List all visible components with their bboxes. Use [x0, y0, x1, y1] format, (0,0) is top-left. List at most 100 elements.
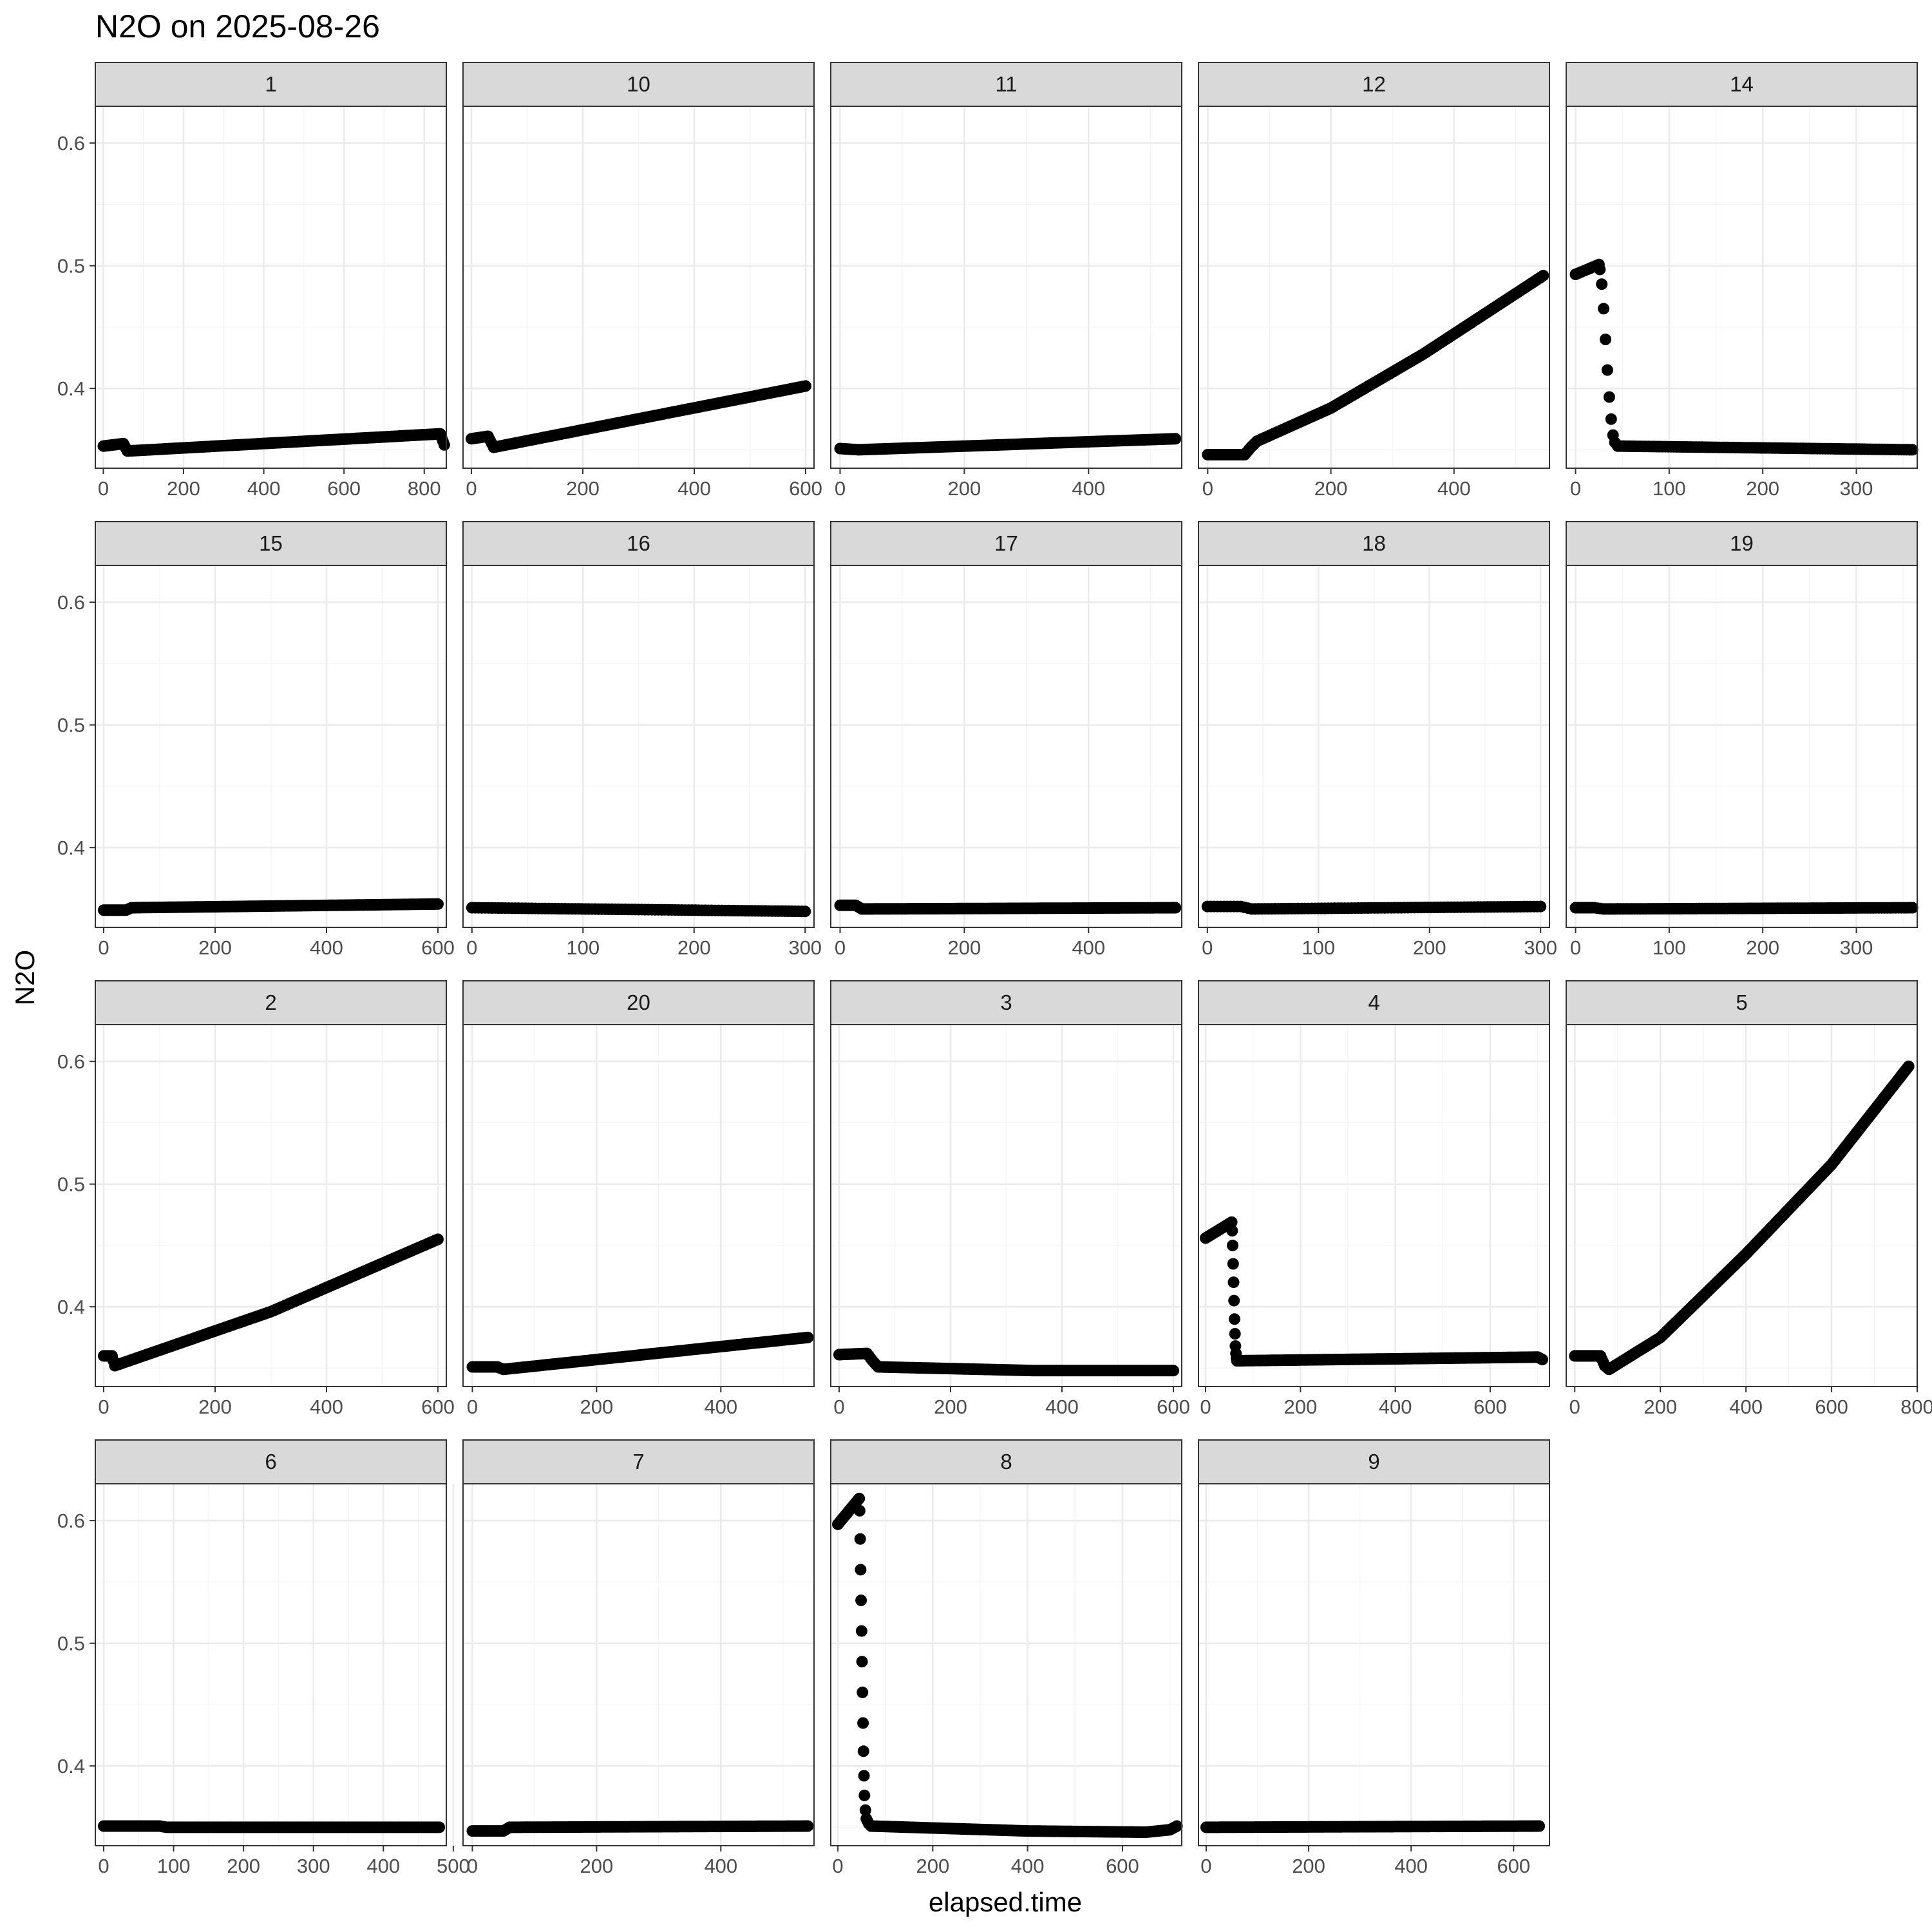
panel-points-19: [1569, 902, 1918, 915]
x-tick-label: 100: [157, 1855, 191, 1877]
x-tick-label: 100: [1302, 936, 1335, 959]
x-tick-label: 0: [466, 477, 477, 500]
facet-panel-2: 2 0 200 400 600 0.4 0.5 0.6: [57, 980, 455, 1418]
y-tick-label: 0.6: [57, 1050, 85, 1073]
x-tick-label: 400: [1394, 1855, 1428, 1877]
facet-panel-7: 7 0 200 400: [462, 1439, 815, 1877]
data-point: [1906, 902, 1918, 914]
data-point: [1168, 1365, 1179, 1377]
y-tick-label: 0.6: [57, 132, 85, 155]
x-tick-label: 200: [566, 477, 600, 500]
x-tick-label: 0: [1202, 477, 1213, 500]
x-tick-label: 200: [580, 1855, 614, 1877]
facet-strip-label: 3: [1000, 990, 1012, 1014]
x-tick-label: 600: [421, 936, 455, 959]
x-tick-label: 400: [1379, 1396, 1412, 1418]
data-point: [858, 1789, 871, 1801]
data-point: [1600, 334, 1611, 345]
x-tick-label: 0: [467, 1396, 478, 1418]
x-tick-label: 200: [948, 477, 981, 500]
panel-background: [1566, 106, 1917, 468]
x-tick-label: 300: [1840, 477, 1873, 500]
facet-strip: [1198, 521, 1550, 566]
x-tick-label: 400: [310, 1396, 343, 1418]
x-tick-label: 0: [1570, 936, 1581, 959]
panel-points-2: [98, 1233, 444, 1372]
x-tick-label: 300: [1524, 936, 1557, 959]
facet-strip-label: 6: [265, 1450, 276, 1473]
facet-strip: [1566, 980, 1918, 1025]
x-tick-label: 400: [310, 936, 343, 959]
panel-points-10: [466, 380, 811, 453]
facet-strip: [95, 1439, 447, 1484]
panel-points-11: [834, 433, 1182, 456]
x-tick-label: 600: [1473, 1396, 1507, 1418]
data-point: [1605, 413, 1617, 425]
data-point: [802, 1331, 814, 1343]
facet-panel-5: 5 0 200 400 600 800: [1566, 980, 1932, 1418]
x-tick-label: 0: [98, 1396, 109, 1418]
panel-points-18: [1201, 900, 1547, 915]
x-tick-label: 200: [1643, 1396, 1677, 1418]
x-tick-label: 200: [198, 936, 232, 959]
x-tick-label: 300: [1840, 936, 1873, 959]
panel-background: [1566, 565, 1917, 927]
facet-strip: [830, 980, 1182, 1025]
data-point: [1603, 391, 1615, 403]
x-tick-label: 200: [1283, 1396, 1317, 1418]
x-tick-label: 200: [1292, 1855, 1325, 1877]
facet-strip: [95, 980, 447, 1025]
x-tick-label: 0: [833, 1396, 844, 1418]
facet-strip-label: 1: [265, 72, 276, 96]
x-tick-label: 600: [327, 477, 361, 500]
x-tick-label: 800: [408, 477, 441, 500]
x-tick-label: 0: [835, 936, 846, 959]
facet-panel-1: 1 0 200 400 600 800 0.4 0.5 0.6: [57, 62, 450, 500]
data-point: [853, 1492, 866, 1504]
data-point: [432, 898, 444, 910]
data-point: [1228, 1294, 1240, 1307]
x-tick-label: 0: [467, 1855, 478, 1877]
panel-background: [463, 1025, 814, 1387]
data-point: [1596, 278, 1608, 290]
x-tick-label: 0: [98, 936, 109, 959]
panel-points-20: [466, 1331, 814, 1376]
x-tick-label: 200: [227, 1855, 260, 1877]
data-point: [1598, 303, 1610, 315]
facet-strip: [462, 980, 815, 1025]
data-point: [1227, 1239, 1238, 1251]
x-tick-label: 400: [677, 477, 711, 500]
x-tick-label: 0: [1200, 1855, 1211, 1877]
x-tick-label: 400: [704, 1396, 737, 1418]
data-point: [1537, 269, 1549, 281]
x-tick-label: 200: [948, 936, 981, 959]
data-point: [1226, 1225, 1238, 1237]
panel-background: [95, 106, 446, 468]
x-tick-label: 200: [677, 936, 711, 959]
x-tick-label: 0: [835, 477, 846, 500]
panel-background: [95, 1484, 446, 1846]
x-tick-label: 0: [1200, 1396, 1211, 1418]
facet-panel-8: 8 0 200 400 600: [830, 1439, 1183, 1877]
facet-strip: [1566, 62, 1918, 107]
data-point: [438, 439, 450, 451]
data-point: [1229, 1328, 1241, 1340]
y-axis-label: N2O: [10, 950, 40, 1005]
x-tick-label: 400: [1011, 1855, 1045, 1877]
facet-strip-label: 5: [1736, 990, 1747, 1014]
panel-points-14: [1569, 258, 1918, 456]
facet-strip: [1566, 521, 1918, 566]
facet-panel-10: 10 0 200 400 600: [462, 62, 822, 500]
x-tick-label: 400: [247, 477, 281, 500]
x-tick-label: 600: [1106, 1855, 1139, 1877]
facet-strip-label: 8: [1000, 1450, 1012, 1473]
facet-panel-14: 14 0 100 200 300: [1566, 62, 1918, 500]
x-tick-label: 400: [1072, 477, 1105, 500]
data-point: [1533, 1820, 1546, 1832]
panel-points-3: [833, 1347, 1179, 1377]
x-tick-label: 100: [566, 936, 600, 959]
y-tick-label: 0.4: [57, 837, 85, 859]
facet-strip: [462, 62, 815, 107]
